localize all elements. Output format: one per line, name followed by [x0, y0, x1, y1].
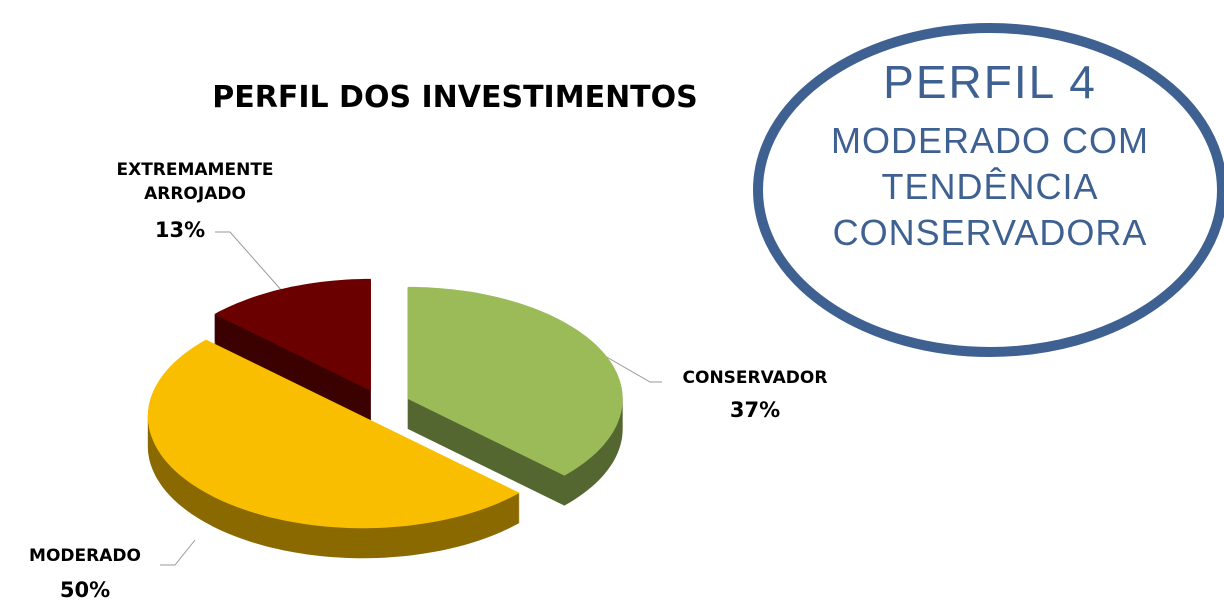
badge-subtitle: MODERADO COM TENDÊNCIA CONSERVADORA [831, 120, 1149, 253]
leader-line [160, 539, 196, 566]
value-label: 13% [154, 218, 206, 242]
slice-label: MODERADO [29, 546, 141, 566]
slice [214, 278, 371, 391]
badge-ellipse [753, 23, 1224, 357]
slice [407, 286, 623, 476]
leader-line [215, 231, 291, 301]
value-label: 37% [729, 398, 781, 422]
value-label: 50% [59, 578, 111, 602]
chart-title: PERFIL DOS INVESTIMENTOS [212, 80, 698, 115]
slice-label: CONSERVADOR [682, 368, 828, 388]
slice-label: EXTREMAMENTE ARROJADO [116, 160, 274, 204]
slice [147, 339, 520, 529]
badge-title: PERFIL 4 [883, 56, 1097, 108]
leader-line [597, 351, 662, 383]
